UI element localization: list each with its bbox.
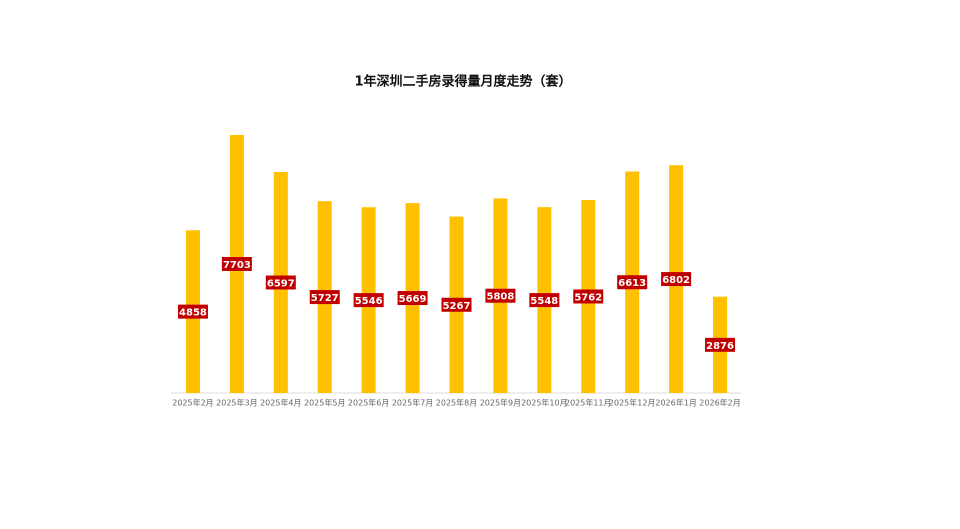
x-tick-label: 2025年3月 <box>216 398 257 408</box>
value-label: 5808 <box>487 292 515 303</box>
value-label-box <box>353 293 384 308</box>
value-label: 6802 <box>662 275 690 286</box>
value-label: 6613 <box>618 278 646 289</box>
x-tick-label: 2025年2月 <box>172 398 213 408</box>
value-label-box <box>529 293 560 308</box>
value-label-box <box>617 275 648 290</box>
value-label: 7703 <box>223 260 251 271</box>
chart-title: 1年深圳二手房录得量月度走势（套） <box>354 74 571 90</box>
value-label-box <box>573 289 604 304</box>
value-label: 5267 <box>443 301 471 312</box>
value-label: 2876 <box>706 341 734 352</box>
x-tick-label: 2025年8月 <box>436 398 477 408</box>
x-tick-label: 2025年9月 <box>480 398 521 408</box>
value-label: 4858 <box>179 308 207 319</box>
x-tick-label: 2025年11月 <box>565 398 612 408</box>
value-label: 5669 <box>399 294 427 305</box>
value-label-box <box>397 291 428 306</box>
x-tick-label: 2025年10月 <box>521 398 568 408</box>
x-tick-label: 2026年2月 <box>699 398 740 408</box>
x-tick-label: 2025年5月 <box>304 398 345 408</box>
value-label: 5762 <box>574 292 602 303</box>
value-label-box <box>309 290 340 305</box>
value-label: 5727 <box>311 293 339 304</box>
x-tick-label: 2025年4月 <box>260 398 301 408</box>
value-label-box <box>221 256 252 271</box>
value-label: 6597 <box>267 279 295 290</box>
value-label-box <box>485 288 516 303</box>
x-tick-label: 2026年1月 <box>655 398 696 408</box>
value-label: 5548 <box>530 296 558 307</box>
x-tick-label: 2025年7月 <box>392 398 433 408</box>
value-label-box <box>441 297 472 312</box>
x-tick-label: 2025年12月 <box>609 398 656 408</box>
value-label-box <box>661 272 692 287</box>
value-label-box <box>177 304 208 319</box>
value-label-box <box>265 275 296 290</box>
x-tick-label: 2025年6月 <box>348 398 389 408</box>
value-label: 5546 <box>355 296 383 307</box>
value-label-box <box>705 337 736 352</box>
